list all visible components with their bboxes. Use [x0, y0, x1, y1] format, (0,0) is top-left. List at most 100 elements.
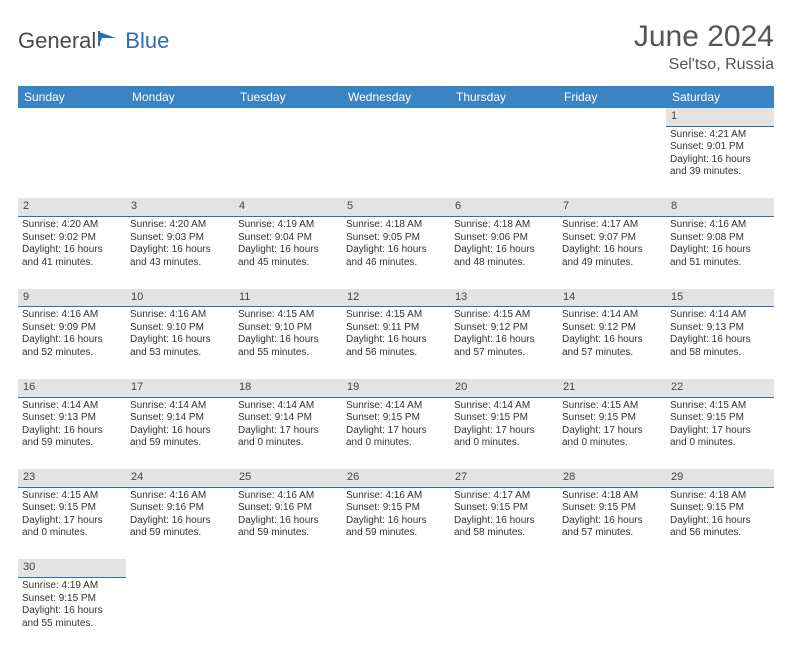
daylight-text: Daylight: 17 hours and 0 minutes.: [238, 425, 338, 450]
sunrise-text: Sunrise: 4:20 AM: [130, 219, 230, 232]
sunrise-text: Sunrise: 4:15 AM: [670, 400, 770, 413]
weekday-header: Wednesday: [342, 86, 450, 108]
title-block: June 2024 Sel'tso, Russia: [634, 20, 774, 74]
daylight-text: Daylight: 16 hours and 48 minutes.: [454, 244, 554, 269]
day-detail-cell: Sunrise: 4:14 AMSunset: 9:13 PMDaylight:…: [666, 307, 774, 379]
day-number-cell: 27: [450, 469, 558, 487]
daylight-text: Daylight: 16 hours and 59 minutes.: [22, 425, 122, 450]
header: General Blue June 2024 Sel'tso, Russia: [18, 20, 774, 74]
weekday-header: Thursday: [450, 86, 558, 108]
sunset-text: Sunset: 9:16 PM: [238, 502, 338, 515]
day-detail-row: Sunrise: 4:14 AMSunset: 9:13 PMDaylight:…: [18, 397, 774, 469]
daylight-text: Daylight: 16 hours and 39 minutes.: [670, 154, 770, 179]
day-detail-cell: Sunrise: 4:17 AMSunset: 9:07 PMDaylight:…: [558, 217, 666, 289]
daylight-text: Daylight: 16 hours and 56 minutes.: [670, 515, 770, 540]
daylight-text: Daylight: 17 hours and 0 minutes.: [670, 425, 770, 450]
sunrise-text: Sunrise: 4:16 AM: [22, 309, 122, 322]
day-detail-cell: Sunrise: 4:14 AMSunset: 9:13 PMDaylight:…: [18, 397, 126, 469]
day-detail-cell: [234, 578, 342, 650]
day-number-cell: [558, 108, 666, 126]
day-number-row: 23242526272829: [18, 469, 774, 487]
sunset-text: Sunset: 9:15 PM: [346, 412, 446, 425]
day-detail-cell: Sunrise: 4:15 AMSunset: 9:15 PMDaylight:…: [18, 487, 126, 559]
day-detail-cell: Sunrise: 4:16 AMSunset: 9:16 PMDaylight:…: [126, 487, 234, 559]
daylight-text: Daylight: 16 hours and 51 minutes.: [670, 244, 770, 269]
day-detail-cell: [558, 126, 666, 198]
day-number-cell: 20: [450, 379, 558, 397]
sunset-text: Sunset: 9:13 PM: [670, 322, 770, 335]
day-detail-cell: Sunrise: 4:16 AMSunset: 9:10 PMDaylight:…: [126, 307, 234, 379]
day-number-cell: 11: [234, 289, 342, 307]
day-detail-cell: Sunrise: 4:18 AMSunset: 9:05 PMDaylight:…: [342, 217, 450, 289]
day-detail-cell: Sunrise: 4:15 AMSunset: 9:15 PMDaylight:…: [558, 397, 666, 469]
logo-flag-icon: [98, 30, 124, 53]
day-detail-cell: Sunrise: 4:15 AMSunset: 9:10 PMDaylight:…: [234, 307, 342, 379]
sunset-text: Sunset: 9:15 PM: [670, 412, 770, 425]
daylight-text: Daylight: 16 hours and 45 minutes.: [238, 244, 338, 269]
day-number-row: 1: [18, 108, 774, 126]
day-number-cell: 2: [18, 198, 126, 216]
day-number-cell: 14: [558, 289, 666, 307]
day-number-cell: 6: [450, 198, 558, 216]
sunrise-text: Sunrise: 4:14 AM: [454, 400, 554, 413]
day-detail-cell: Sunrise: 4:18 AMSunset: 9:15 PMDaylight:…: [558, 487, 666, 559]
day-detail-cell: Sunrise: 4:14 AMSunset: 9:14 PMDaylight:…: [234, 397, 342, 469]
day-detail-cell: [18, 126, 126, 198]
sunrise-text: Sunrise: 4:18 AM: [454, 219, 554, 232]
day-detail-cell: [450, 126, 558, 198]
day-number-row: 30: [18, 559, 774, 577]
day-number-cell: 23: [18, 469, 126, 487]
day-detail-cell: [342, 578, 450, 650]
sunset-text: Sunset: 9:15 PM: [22, 502, 122, 515]
sunset-text: Sunset: 9:05 PM: [346, 232, 446, 245]
daylight-text: Daylight: 16 hours and 57 minutes.: [562, 515, 662, 540]
day-number-cell: 12: [342, 289, 450, 307]
day-number-cell: 18: [234, 379, 342, 397]
logo: General Blue: [18, 28, 169, 54]
daylight-text: Daylight: 16 hours and 49 minutes.: [562, 244, 662, 269]
day-number-cell: 3: [126, 198, 234, 216]
weekday-header: Sunday: [18, 86, 126, 108]
sunset-text: Sunset: 9:03 PM: [130, 232, 230, 245]
daylight-text: Daylight: 16 hours and 41 minutes.: [22, 244, 122, 269]
daylight-text: Daylight: 16 hours and 43 minutes.: [130, 244, 230, 269]
sunrise-text: Sunrise: 4:17 AM: [454, 490, 554, 503]
sunrise-text: Sunrise: 4:14 AM: [562, 309, 662, 322]
day-number-cell: [342, 559, 450, 577]
sunrise-text: Sunrise: 4:20 AM: [22, 219, 122, 232]
sunrise-text: Sunrise: 4:16 AM: [670, 219, 770, 232]
day-detail-cell: Sunrise: 4:18 AMSunset: 9:06 PMDaylight:…: [450, 217, 558, 289]
sunset-text: Sunset: 9:15 PM: [346, 502, 446, 515]
month-title: June 2024: [634, 20, 774, 54]
sunset-text: Sunset: 9:06 PM: [454, 232, 554, 245]
sunrise-text: Sunrise: 4:19 AM: [22, 580, 122, 593]
sunrise-text: Sunrise: 4:16 AM: [346, 490, 446, 503]
daylight-text: Daylight: 17 hours and 0 minutes.: [346, 425, 446, 450]
day-number-cell: 28: [558, 469, 666, 487]
sunset-text: Sunset: 9:15 PM: [22, 593, 122, 606]
location: Sel'tso, Russia: [634, 56, 774, 74]
day-number-cell: [234, 108, 342, 126]
daylight-text: Daylight: 17 hours and 0 minutes.: [454, 425, 554, 450]
day-number-cell: 21: [558, 379, 666, 397]
day-detail-row: Sunrise: 4:20 AMSunset: 9:02 PMDaylight:…: [18, 217, 774, 289]
sunset-text: Sunset: 9:09 PM: [22, 322, 122, 335]
sunset-text: Sunset: 9:12 PM: [562, 322, 662, 335]
day-detail-cell: [450, 578, 558, 650]
day-detail-cell: Sunrise: 4:18 AMSunset: 9:15 PMDaylight:…: [666, 487, 774, 559]
sunset-text: Sunset: 9:16 PM: [130, 502, 230, 515]
day-number-cell: [126, 108, 234, 126]
sunset-text: Sunset: 9:10 PM: [238, 322, 338, 335]
day-detail-cell: [234, 126, 342, 198]
sunrise-text: Sunrise: 4:18 AM: [562, 490, 662, 503]
sunset-text: Sunset: 9:14 PM: [130, 412, 230, 425]
day-detail-cell: Sunrise: 4:19 AMSunset: 9:04 PMDaylight:…: [234, 217, 342, 289]
sunrise-text: Sunrise: 4:19 AM: [238, 219, 338, 232]
sunset-text: Sunset: 9:01 PM: [670, 141, 770, 154]
daylight-text: Daylight: 16 hours and 57 minutes.: [562, 334, 662, 359]
daylight-text: Daylight: 16 hours and 55 minutes.: [238, 334, 338, 359]
sunrise-text: Sunrise: 4:18 AM: [346, 219, 446, 232]
day-detail-cell: Sunrise: 4:14 AMSunset: 9:12 PMDaylight:…: [558, 307, 666, 379]
weekday-header-row: Sunday Monday Tuesday Wednesday Thursday…: [18, 86, 774, 108]
sunrise-text: Sunrise: 4:16 AM: [238, 490, 338, 503]
